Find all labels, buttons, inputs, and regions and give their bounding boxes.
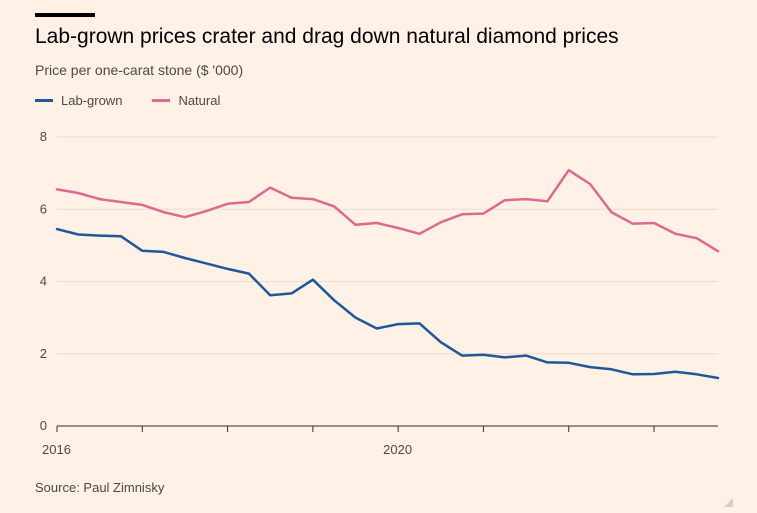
chart-title: Lab-grown prices crater and drag down na… (35, 25, 619, 48)
x-tick-label-2016: 2016 (42, 442, 71, 457)
y-tick-label-6: 6 (40, 201, 47, 216)
resize-corner-icon (724, 498, 733, 507)
legend: Lab-grown Natural (35, 93, 220, 108)
y-tick-label-8: 8 (40, 129, 47, 144)
legend-swatch-lab-grown (35, 99, 53, 102)
brand-bar (35, 13, 95, 17)
legend-label-natural: Natural (178, 93, 221, 108)
source-note: Source: Paul Zimnisky (35, 480, 165, 495)
legend-item-natural: Natural (152, 93, 220, 108)
series-line-natural (55, 168, 720, 253)
y-tick-label-0: 0 (40, 418, 47, 433)
y-tick-label-2: 2 (40, 346, 47, 361)
legend-label-lab-grown: Lab-grown (61, 93, 123, 108)
x-tick-label-2020: 2020 (383, 442, 412, 457)
legend-swatch-natural (152, 99, 171, 102)
chart-subtitle: Price per one-carat stone ($ '000) (35, 62, 244, 78)
series-line-lab-grown (55, 227, 720, 380)
legend-item-lab-grown: Lab-grown (35, 93, 122, 108)
y-tick-label-4: 4 (40, 274, 47, 289)
